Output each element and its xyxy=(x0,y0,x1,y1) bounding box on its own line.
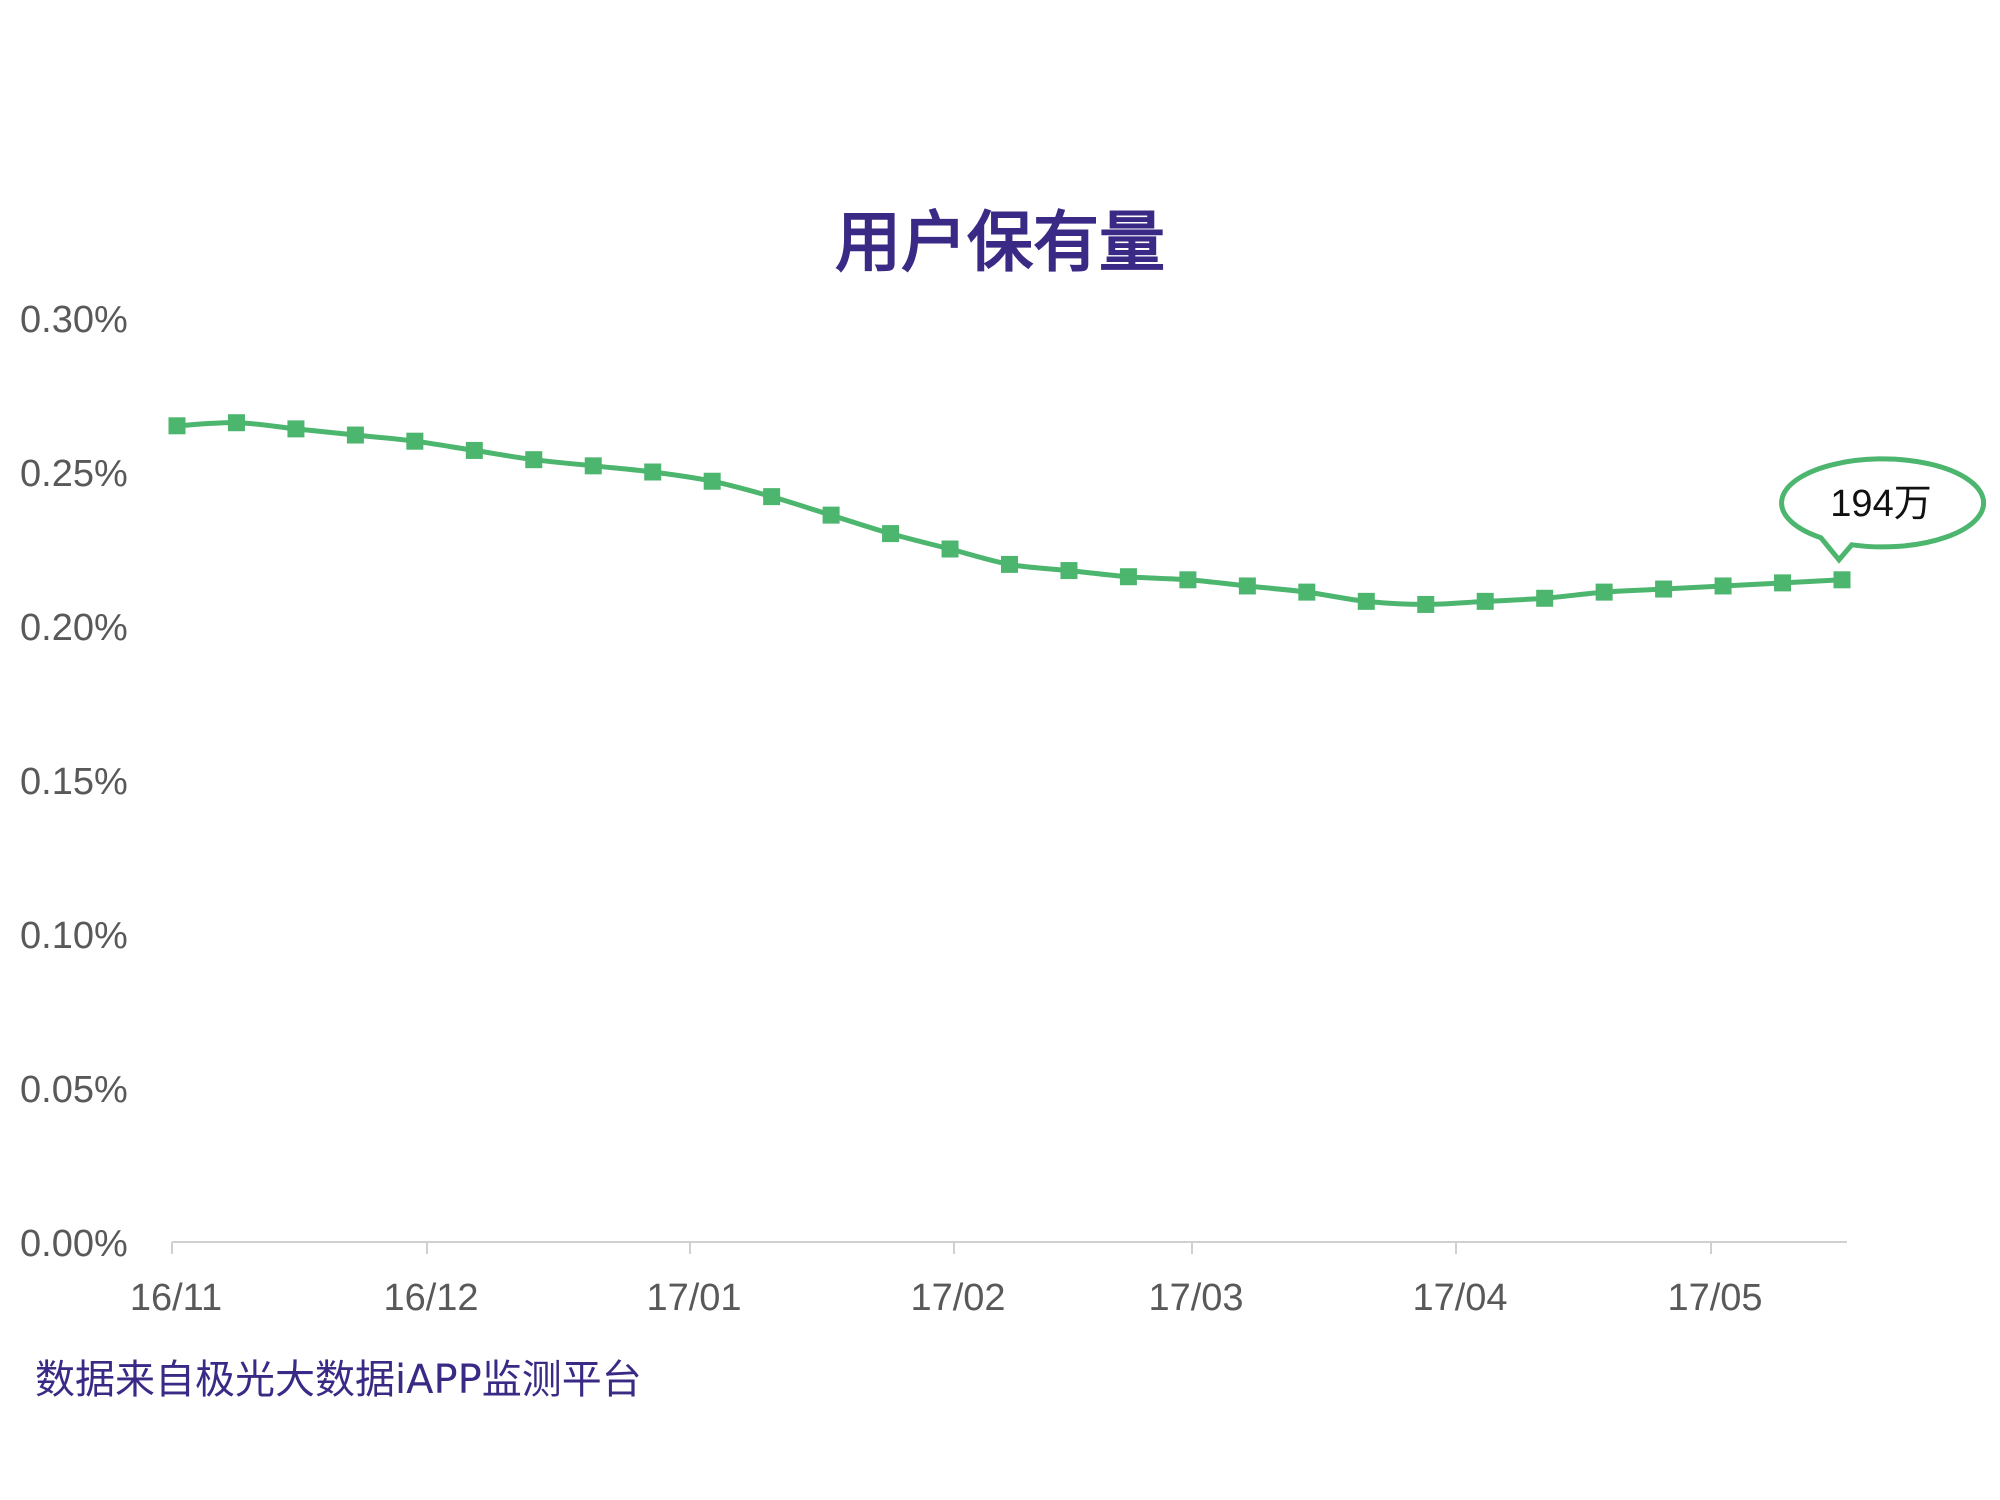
data-point xyxy=(1833,571,1851,589)
data-point xyxy=(1655,580,1673,598)
data-point xyxy=(882,525,900,543)
data-point xyxy=(287,420,305,438)
data-point xyxy=(346,426,364,444)
data-point xyxy=(1417,595,1435,613)
y-tick-label: 0.05% xyxy=(20,1069,128,1111)
y-tick-label: 0.15% xyxy=(20,761,128,803)
y-tick-label: 0.25% xyxy=(20,453,128,495)
callout-label: 194万 xyxy=(1830,483,1931,525)
series-line xyxy=(174,420,1845,607)
data-point xyxy=(168,417,186,435)
callout-bubble xyxy=(1779,456,1987,564)
data-point xyxy=(763,488,781,506)
x-tick-label: 17/02 xyxy=(910,1277,1005,1319)
data-point xyxy=(1357,592,1375,610)
data-point xyxy=(1714,577,1732,595)
data-point xyxy=(465,441,483,459)
x-tick-label: 16/12 xyxy=(383,1277,478,1319)
data-point xyxy=(525,451,543,469)
data-point xyxy=(1536,589,1554,607)
callout: 194万 xyxy=(1779,456,1987,564)
data-point xyxy=(1179,571,1197,589)
data-point xyxy=(1060,562,1078,580)
data-point xyxy=(1595,583,1613,601)
data-point xyxy=(822,506,840,524)
x-axis: 16/11 16/12 17/01 17/02 17/03 17/04 17/05 xyxy=(130,1241,1847,1319)
data-point xyxy=(1298,583,1316,601)
data-point xyxy=(1476,592,1494,610)
series-markers xyxy=(168,414,1851,613)
x-tick-label: 17/03 xyxy=(1148,1277,1243,1319)
data-point xyxy=(1774,574,1792,592)
chart-title: 用户保有量 xyxy=(835,204,1165,281)
data-point xyxy=(703,472,721,490)
y-tick-label: 0.00% xyxy=(20,1223,128,1265)
source-note: 数据来自极光大数据iAPP监测平台 xyxy=(35,1357,642,1403)
data-point xyxy=(1119,568,1137,586)
data-point xyxy=(1238,577,1256,595)
data-point xyxy=(644,463,662,481)
data-point xyxy=(1001,555,1018,573)
x-tick-label: 17/05 xyxy=(1667,1277,1762,1319)
y-tick-label: 0.10% xyxy=(20,915,128,957)
data-point xyxy=(227,414,245,432)
data-point xyxy=(941,540,959,558)
data-point xyxy=(584,457,602,475)
y-axis-ticks: 0.00% 0.05% 0.10% 0.15% 0.20% 0.25% 0.30% xyxy=(20,299,128,1265)
y-tick-label: 0.20% xyxy=(20,607,128,649)
data-point xyxy=(406,432,424,450)
x-tick-label: 17/04 xyxy=(1412,1277,1507,1319)
x-tick-label: 17/01 xyxy=(646,1277,741,1319)
x-tick-label: 16/11 xyxy=(130,1277,222,1319)
y-tick-label: 0.30% xyxy=(20,299,128,341)
